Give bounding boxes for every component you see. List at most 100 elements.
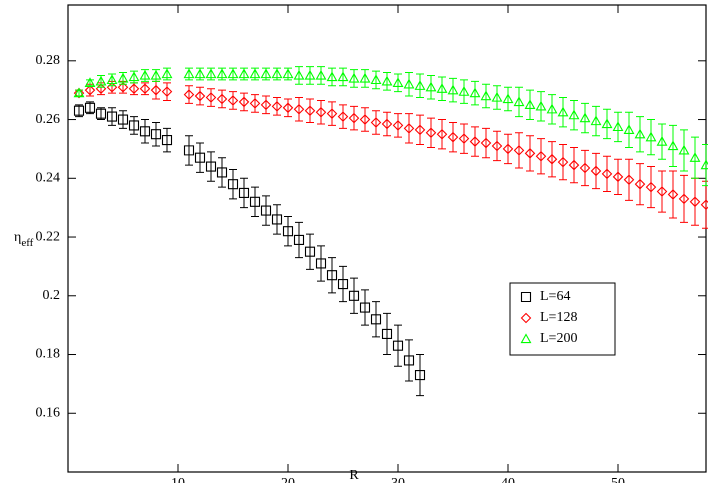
marker: [623, 124, 635, 134]
marker: [480, 90, 492, 101]
marker: [458, 86, 470, 96]
error-bar: [482, 127, 490, 159]
error-bar: [108, 73, 116, 87]
marker: [337, 71, 349, 82]
error-bar: [691, 177, 699, 226]
marker: [238, 96, 250, 108]
marker: [469, 87, 481, 98]
x-tick-label: 30: [391, 476, 405, 483]
marker: [106, 111, 118, 122]
error-bar: [680, 129, 688, 172]
marker: [326, 108, 338, 119]
error-bar: [339, 67, 347, 87]
error-bar: [658, 170, 666, 213]
error-bar: [119, 80, 127, 94]
error-bar: [295, 97, 303, 122]
marker: [161, 86, 173, 97]
marker: [524, 148, 536, 159]
error-bar: [251, 67, 259, 81]
marker: [128, 83, 140, 94]
marker: [282, 226, 294, 237]
marker: [128, 71, 140, 82]
error-bar: [339, 104, 347, 129]
error-bar: [592, 152, 600, 190]
error-bar: [108, 107, 116, 126]
error-bar: [163, 127, 171, 153]
legend-label: L=128: [540, 310, 577, 325]
marker: [623, 174, 635, 186]
marker: [326, 71, 338, 82]
error-bar: [317, 66, 325, 85]
error-bar: [647, 166, 655, 209]
error-bar: [361, 289, 369, 326]
marker: [447, 131, 459, 143]
error-bar: [504, 133, 512, 165]
marker: [403, 123, 415, 134]
legend-box: [509, 282, 616, 356]
error-bar: [328, 257, 336, 294]
marker: [150, 69, 162, 80]
error-bar: [372, 70, 380, 90]
y-tick-label: 0.24: [36, 171, 61, 186]
error-bar: [317, 245, 325, 282]
marker: [546, 153, 558, 165]
marker: [403, 355, 415, 366]
y-tick-label: 0.26: [36, 112, 61, 127]
marker: [227, 179, 239, 190]
x-axis-label: R: [349, 468, 359, 483]
marker: [249, 98, 261, 109]
error-bar: [262, 195, 270, 226]
marker: [634, 178, 646, 190]
y-tick-label: 0.16: [36, 405, 61, 420]
marker: [161, 68, 173, 79]
marker: [645, 181, 657, 193]
marker: [392, 120, 404, 131]
y-tick-label: 0.2: [43, 288, 61, 303]
marker: [689, 196, 701, 208]
error-bar: [669, 170, 677, 219]
marker: [667, 140, 679, 151]
marker: [150, 129, 162, 140]
marker: [436, 128, 448, 140]
marker: [601, 168, 613, 180]
marker: [183, 89, 195, 100]
marker: [304, 105, 316, 117]
error-bar: [405, 113, 413, 144]
marker: [117, 72, 129, 83]
marker: [414, 80, 426, 90]
error-bar: [141, 119, 149, 144]
marker: [612, 121, 624, 132]
error-bar: [185, 67, 193, 81]
error-bar: [185, 135, 193, 166]
error-bar: [515, 132, 523, 169]
marker: [84, 102, 96, 113]
marker: [161, 135, 173, 146]
error-bar: [108, 80, 116, 94]
marker: [612, 171, 624, 183]
marker: [359, 302, 371, 313]
error-bar: [75, 104, 83, 118]
marker: [491, 91, 503, 102]
error-bar: [273, 67, 281, 81]
x-tick-label: 20: [281, 476, 295, 483]
marker: [117, 114, 129, 125]
marker: [194, 68, 206, 79]
error-bar: [163, 67, 171, 81]
marker: [194, 152, 206, 163]
error-bar: [383, 111, 391, 137]
error-bar: [361, 69, 369, 88]
marker: [183, 68, 195, 79]
error-bar: [284, 67, 292, 81]
error-bar: [372, 301, 380, 338]
marker: [590, 165, 602, 177]
y-axis-label-subscript: eff: [21, 237, 33, 249]
error-bar: [207, 151, 215, 182]
marker: [337, 111, 349, 122]
marker: [304, 246, 316, 257]
marker: [348, 112, 360, 124]
marker: [645, 131, 657, 142]
error-bar: [196, 67, 204, 81]
error-bar: [295, 66, 303, 85]
error-bar: [306, 98, 314, 123]
